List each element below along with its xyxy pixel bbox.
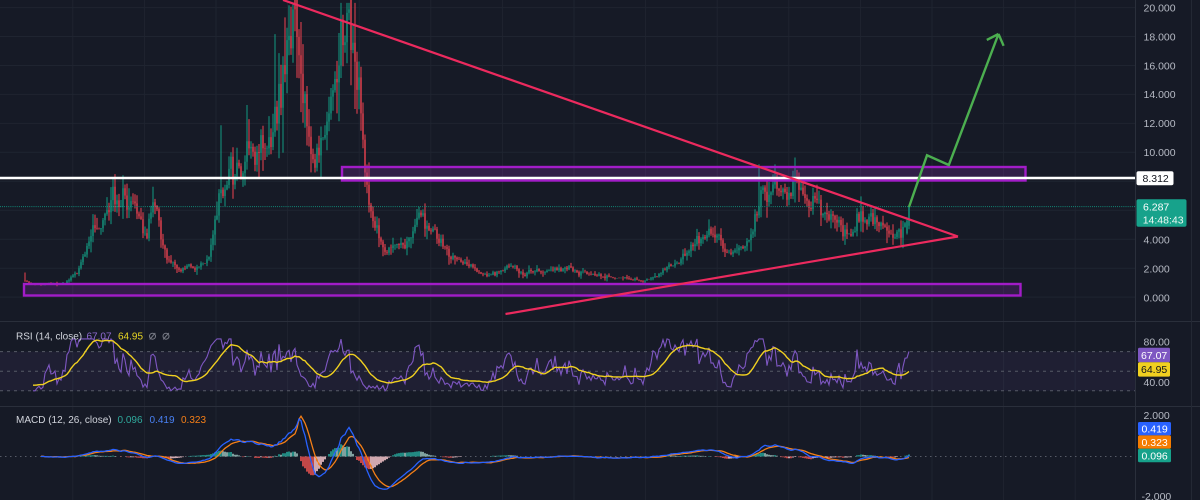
svg-text:0.096: 0.096 (1142, 450, 1168, 462)
svg-text:67.07: 67.07 (1141, 350, 1167, 362)
svg-text:20.000: 20.000 (1144, 3, 1176, 15)
svg-text:0.000: 0.000 (1144, 293, 1170, 305)
svg-text:80.00: 80.00 (1144, 336, 1170, 348)
svg-text:64.95: 64.95 (118, 332, 143, 343)
svg-text:14:48:43: 14:48:43 (1143, 214, 1184, 226)
svg-text:2.000: 2.000 (1144, 264, 1170, 276)
svg-text:-2.000: -2.000 (1142, 491, 1172, 500)
svg-text:4.000: 4.000 (1144, 235, 1170, 247)
svg-text:0.096: 0.096 (118, 415, 143, 426)
svg-text:64.95: 64.95 (1141, 364, 1167, 376)
svg-text:18.000: 18.000 (1144, 31, 1176, 43)
svg-text:0.419: 0.419 (150, 415, 175, 426)
svg-text:67.07: 67.07 (87, 332, 112, 343)
svg-text:6.287: 6.287 (1143, 202, 1169, 214)
svg-text:0.323: 0.323 (181, 415, 206, 426)
svg-text:40.00: 40.00 (1144, 377, 1170, 389)
svg-text:2.000: 2.000 (1144, 410, 1170, 422)
svg-text:0.323: 0.323 (1142, 437, 1168, 449)
svg-text:12.000: 12.000 (1144, 118, 1176, 130)
svg-text:16.000: 16.000 (1144, 60, 1176, 72)
svg-text:8.312: 8.312 (1143, 173, 1169, 185)
svg-text:10.000: 10.000 (1144, 147, 1176, 159)
svg-text:RSI (14, close): RSI (14, close) (16, 332, 82, 343)
svg-text:0.419: 0.419 (1142, 424, 1168, 436)
svg-text:MACD (12, 26, close): MACD (12, 26, close) (16, 415, 112, 426)
svg-text:14.000: 14.000 (1144, 89, 1176, 101)
